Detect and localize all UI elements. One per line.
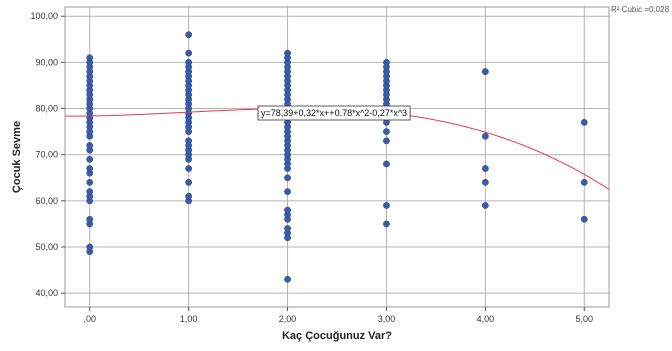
data-point <box>86 215 94 223</box>
data-point <box>284 275 291 283</box>
x-tick-label: 1,00 <box>180 314 198 324</box>
data-point <box>86 243 94 251</box>
y-axis-title: Çocuk Sevme <box>11 121 23 193</box>
grid-lines <box>65 7 609 307</box>
x-tick-label: 2,00 <box>279 314 297 324</box>
data-point <box>185 178 193 186</box>
data-point <box>481 165 489 172</box>
data-point <box>580 118 588 126</box>
x-tick-label: 3,00 <box>378 314 396 324</box>
data-point <box>185 49 193 57</box>
x-tick-label: 4,00 <box>477 314 495 324</box>
data-points <box>86 31 588 283</box>
data-point <box>383 160 390 168</box>
data-point <box>481 178 489 186</box>
data-point <box>284 206 291 214</box>
data-point <box>383 137 390 145</box>
data-point <box>284 188 291 196</box>
y-tick-label: 90,00 <box>35 57 58 67</box>
y-tick-label: 80,00 <box>35 104 58 114</box>
y-axis-ticks: 40,00 50,00 60,00 70,00 80,00 90,00 100,00 <box>30 11 65 298</box>
data-point <box>580 178 588 186</box>
data-point <box>284 49 291 57</box>
data-point <box>185 137 193 145</box>
x-tick-label: 5,00 <box>576 314 594 324</box>
data-point <box>185 165 193 172</box>
data-point <box>86 155 94 163</box>
cubic-fit-line <box>64 108 610 190</box>
plot-frame <box>64 6 610 308</box>
data-point <box>481 132 489 140</box>
data-point <box>580 215 588 223</box>
data-point <box>185 58 193 66</box>
x-axis-title: Kaç Çocuğunuz Var? <box>282 330 392 342</box>
r-squared-legend: R² Cubic =0,028 <box>611 5 670 14</box>
data-point <box>86 188 94 196</box>
data-point <box>383 58 390 66</box>
data-point <box>383 128 390 136</box>
fit-equation-box <box>257 105 411 121</box>
x-axis-ticks: ,00 1,00 2,00 3,00 4,00 5,00 <box>83 307 593 324</box>
data-point <box>185 31 193 39</box>
y-tick-label: 100,00 <box>30 11 58 21</box>
y-tick-label: 40,00 <box>35 288 58 298</box>
data-point <box>86 54 94 62</box>
data-point <box>86 165 94 172</box>
data-point <box>86 178 94 186</box>
data-point <box>284 174 291 182</box>
fit-equation-text: y=78,39+0,32*x++0.78*x^2-0,27*x^3 <box>261 108 407 118</box>
fit-equation-label: y=78,39+0,32*x++0.78*x^2-0,27*x^3 <box>257 105 411 121</box>
data-point <box>383 220 390 228</box>
y-tick-label: 60,00 <box>35 196 58 206</box>
x-tick-label: ,00 <box>83 314 96 324</box>
data-point <box>481 68 489 76</box>
data-point <box>185 192 193 200</box>
y-tick-label: 70,00 <box>35 150 58 160</box>
data-point <box>284 225 291 232</box>
data-point <box>383 202 390 209</box>
data-point <box>86 142 94 149</box>
y-tick-label: 50,00 <box>35 242 58 252</box>
data-point <box>481 202 489 209</box>
